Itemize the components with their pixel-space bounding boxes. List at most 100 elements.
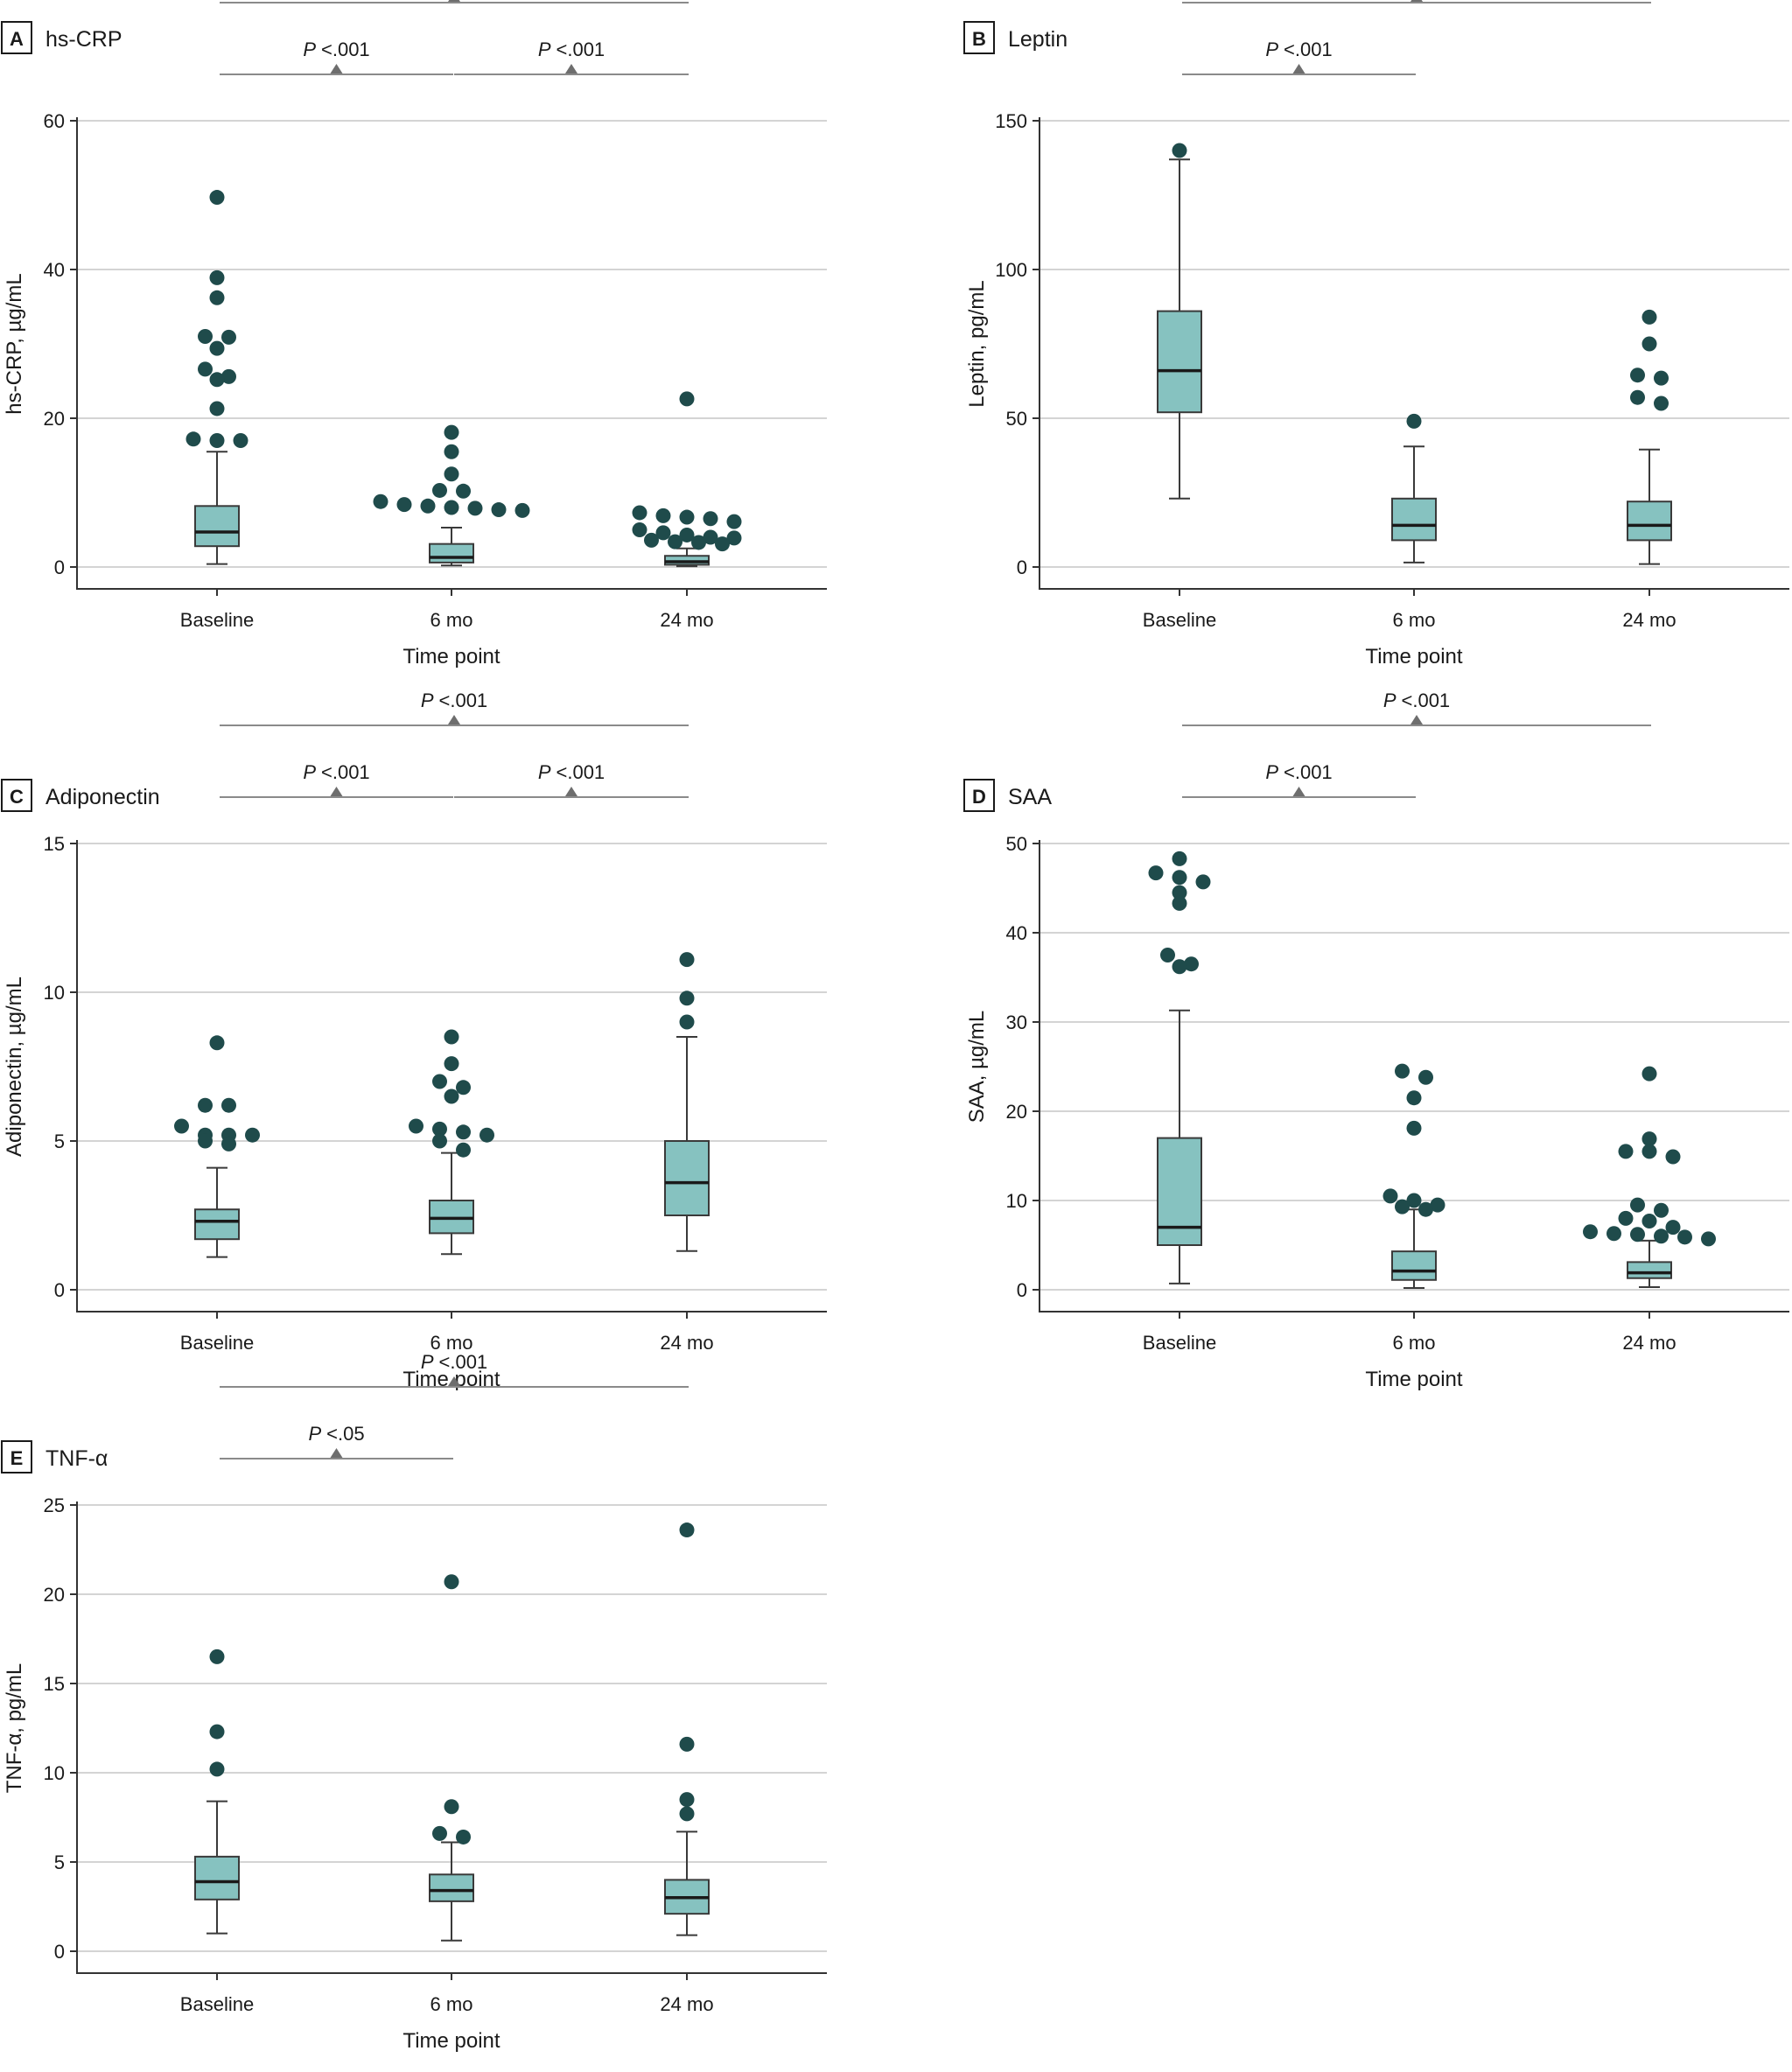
outlier-point — [444, 500, 459, 515]
outlier-point — [209, 190, 225, 206]
p-value-label: P <.001 — [538, 761, 605, 783]
outlier-point — [632, 505, 648, 521]
significance-bracket: P<.001 — [220, 0, 689, 4]
outlier-point — [456, 483, 471, 499]
iqr-box — [194, 1855, 240, 1900]
y-axis-title: Adiponectin, µg/mL — [3, 976, 26, 1157]
outlier-point — [1195, 874, 1211, 890]
p-value: <.001 — [439, 690, 488, 711]
y-tick-label: 5 — [54, 1130, 65, 1152]
box-24-mo — [664, 952, 710, 1252]
outlier-point — [655, 508, 671, 523]
p-symbol: P — [538, 761, 551, 783]
outlier-point — [444, 1056, 459, 1072]
y-tick-label: 20 — [44, 1584, 65, 1606]
significance-bracket: P<.001 — [1182, 0, 1651, 4]
box-baseline — [194, 1648, 240, 1935]
outlier-point — [668, 534, 682, 550]
box-24-mo — [1583, 1066, 1716, 1288]
bracket-marker — [1292, 64, 1306, 74]
outlier-point — [467, 500, 483, 516]
y-axis-title: hs-CRP, µg/mL — [3, 273, 26, 414]
box-24-mo — [664, 1522, 710, 1936]
outlier-point — [420, 498, 436, 514]
panel-C: C Adiponectin 0 5 10 15 Adiponectin, µg/mL Base… — [1, 690, 827, 1391]
outlier-point — [456, 1080, 471, 1096]
x-axis-title: Time point — [402, 645, 500, 668]
outlier-point — [456, 1124, 471, 1140]
y-tick-label: 30 — [1006, 1012, 1027, 1033]
box-baseline — [174, 1035, 260, 1258]
outlier-point — [1406, 1193, 1422, 1208]
p-value: <.05 — [326, 1423, 364, 1445]
outlier-point — [1406, 1090, 1422, 1106]
x-tick-label: 24 mo — [660, 1332, 713, 1354]
x-tick-label: 6 mo — [430, 1332, 473, 1354]
y-tick-label: 0 — [54, 556, 65, 578]
outlier-point — [209, 1724, 225, 1740]
outlier-point — [186, 431, 201, 447]
outlier-point — [632, 522, 648, 537]
box-6-mo — [1391, 413, 1437, 564]
iqr-box — [664, 1140, 710, 1216]
panel-letter: B — [972, 28, 986, 50]
outlier-point — [1418, 1069, 1433, 1085]
outlier-point — [444, 444, 459, 459]
iqr-box — [429, 542, 474, 564]
outlier-point — [1654, 1228, 1669, 1244]
outlier-point — [396, 497, 412, 513]
outlier-point — [491, 502, 507, 518]
outlier-point — [198, 361, 213, 377]
p-value-label: P <.001 — [421, 1351, 487, 1373]
x-tick-label: 6 mo — [430, 609, 473, 631]
outlier-point — [1642, 336, 1657, 352]
outlier-point — [209, 270, 225, 285]
panel-title: Leptin — [1008, 27, 1068, 52]
outlier-point — [1642, 1144, 1657, 1159]
panel-letter: E — [10, 1447, 24, 1469]
significance-bracket: P<.001 — [1182, 761, 1416, 798]
panel-letter-box — [963, 21, 995, 54]
outlier-point — [233, 433, 248, 448]
significance-bracket: P<.001 — [454, 38, 689, 75]
bracket-marker — [448, 715, 460, 724]
panel-letter-box — [1, 21, 32, 54]
x-tick-label: 6 mo — [430, 1993, 473, 2015]
iqr-box — [1627, 500, 1672, 542]
box-6-mo — [373, 424, 530, 567]
outlier-point — [1642, 1213, 1657, 1228]
outlier-point — [514, 502, 530, 518]
x-tick-label: 24 mo — [1622, 609, 1676, 631]
outlier-point — [679, 1522, 695, 1538]
x-axis-title: Time point — [402, 2029, 500, 2053]
outlier-point — [1430, 1197, 1446, 1213]
outlier-point — [679, 1806, 695, 1822]
iqr-box — [1627, 1261, 1672, 1279]
outlier-point — [1172, 850, 1187, 866]
p-value: <.001 — [556, 38, 606, 60]
x-tick-label: 6 mo — [1393, 1332, 1436, 1354]
outlier-point — [679, 509, 695, 525]
panel-title: Adiponectin — [46, 785, 160, 809]
outlier-point — [209, 290, 225, 305]
x-tick-label: 6 mo — [1393, 609, 1436, 631]
iqr-box — [1157, 1137, 1202, 1246]
p-value: <.001 — [439, 1351, 488, 1373]
bracket-marker — [330, 1448, 343, 1458]
outlier-point — [1630, 368, 1645, 383]
y-tick-label: 10 — [1006, 1190, 1027, 1212]
box-baseline — [186, 190, 248, 565]
y-tick-label: 40 — [1006, 922, 1027, 944]
outlier-point — [679, 527, 695, 542]
bracket-marker — [565, 64, 578, 74]
panel-title: TNF-α — [46, 1446, 108, 1471]
outlier-point — [444, 1029, 459, 1045]
y-tick-label: 20 — [1006, 1101, 1027, 1123]
outlier-point — [1406, 1120, 1422, 1136]
bracket-marker — [565, 787, 578, 796]
y-tick-label: 0 — [54, 1279, 65, 1301]
p-value-label: P <.001 — [303, 761, 369, 783]
p-symbol: P — [538, 38, 551, 60]
outlier-point — [373, 494, 388, 509]
outlier-point — [432, 1825, 447, 1841]
